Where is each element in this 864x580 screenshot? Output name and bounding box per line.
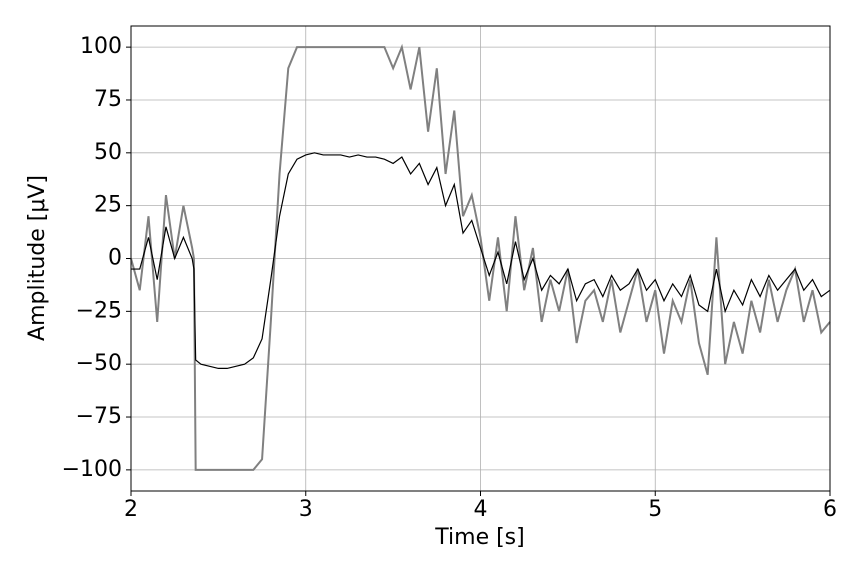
y-tick-label: −50 [76, 351, 122, 376]
y-tick-label: −25 [76, 298, 122, 323]
x-tick-label: 2 [124, 497, 138, 522]
y-axis-label: Amplitude [μV] [25, 175, 50, 341]
x-tick-label: 6 [823, 497, 837, 522]
y-tick-label: −100 [62, 457, 122, 482]
x-tick-label: 5 [648, 497, 662, 522]
x-axis-label: Time [s] [434, 525, 524, 550]
series-line [131, 152, 831, 370]
plot-frame [130, 25, 831, 492]
y-tick-label: 75 [94, 87, 122, 112]
x-tick-label: 4 [474, 497, 488, 522]
y-tick-label: −75 [76, 404, 122, 429]
y-tick-label: 50 [94, 140, 122, 165]
series-line [130, 43, 831, 471]
y-tick-label: 0 [108, 246, 122, 271]
y-tick-label: 25 [94, 193, 122, 218]
y-tick-label: 100 [80, 34, 122, 59]
x-tick-label: 3 [299, 497, 313, 522]
